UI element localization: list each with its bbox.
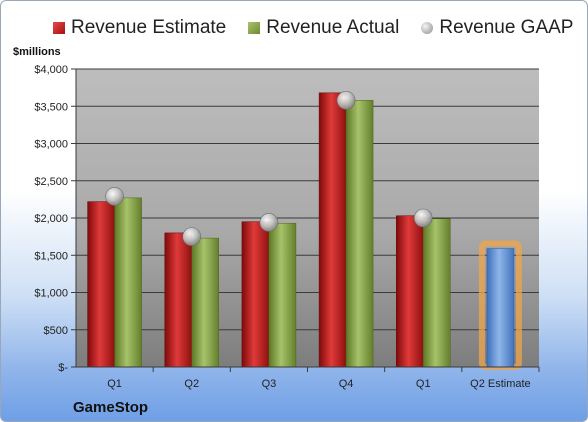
bar-estimate — [241, 221, 270, 368]
legend: Revenue Estimate Revenue Actual Revenue … — [53, 17, 573, 39]
gaap-swatch — [421, 22, 434, 34]
bar-estimate — [396, 215, 424, 368]
gaap-marker — [259, 213, 279, 232]
gaap-marker — [105, 187, 124, 206]
y-tick-label: $3,500 — [34, 101, 68, 113]
x-tick-label: Q1 — [107, 378, 122, 390]
legend-item-gaap: Revenue GAAP — [421, 17, 573, 39]
x-tick-label: Q2 Estimate — [470, 378, 531, 390]
bar-actual — [114, 197, 142, 368]
legend-label-estimate: Revenue Estimate — [71, 17, 227, 38]
gaap-marker — [182, 227, 202, 246]
y-tick-label: $3,000 — [34, 139, 68, 151]
bar-actual — [191, 237, 219, 368]
bar-actual — [268, 222, 297, 368]
legend-item-estimate: Revenue Estimate — [53, 17, 226, 39]
gaap-marker — [413, 208, 433, 228]
bar-actual — [345, 100, 374, 368]
unit-label: $millions — [13, 46, 61, 58]
actual-swatch — [248, 22, 261, 34]
bar-actual — [423, 218, 451, 368]
x-tick-label: Q1 — [416, 378, 431, 390]
y-tick-label: $2,000 — [34, 213, 68, 225]
y-tick-label: $2,500 — [34, 176, 68, 188]
bar-estimate — [87, 201, 115, 368]
x-tick-label: Q4 — [339, 378, 354, 390]
y-tick-label: $1,500 — [34, 250, 68, 262]
x-tick-label: Q3 — [262, 378, 277, 390]
estimate-swatch — [53, 22, 65, 34]
y-tick-label: $4,000 — [34, 64, 68, 76]
legend-label-actual: Revenue Actual — [266, 17, 400, 38]
x-tick-label: Q2 — [184, 378, 199, 390]
bar-q2-estimate — [486, 248, 515, 368]
y-tick-label: $500 — [44, 325, 68, 337]
y-tick-label: $- — [58, 362, 68, 374]
gaap-marker — [336, 90, 356, 110]
bar-estimate — [164, 232, 192, 368]
y-tick-label: $1,000 — [34, 288, 68, 300]
legend-item-actual: Revenue Actual — [248, 17, 399, 39]
company-name: GameStop — [73, 399, 149, 416]
bar-estimate — [318, 92, 347, 368]
legend-label-gaap: Revenue GAAP — [439, 17, 574, 38]
